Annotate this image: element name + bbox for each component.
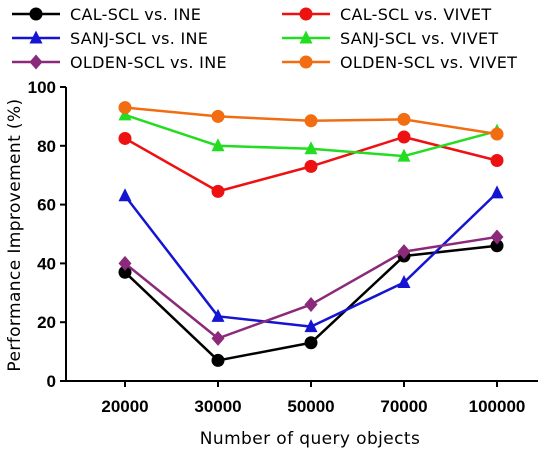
x-tick-label: 50000 bbox=[287, 397, 334, 416]
legend-marker bbox=[299, 7, 313, 21]
x-axis-title: Number of query objects bbox=[200, 429, 420, 449]
data-point bbox=[397, 148, 411, 162]
y-tick-label: 20 bbox=[37, 313, 56, 332]
legend-item: SANJ-SCL vs. VIVET bbox=[282, 29, 499, 48]
y-tick-label: 0 bbox=[47, 372, 56, 391]
data-point bbox=[211, 184, 225, 198]
data-point bbox=[304, 141, 318, 155]
legend-item: SANJ-SCL vs. INE bbox=[12, 29, 208, 48]
y-tick-label: 60 bbox=[37, 196, 56, 215]
series-5 bbox=[118, 101, 504, 141]
legend-label: OLDEN-SCL vs. VIVET bbox=[340, 53, 517, 72]
data-point bbox=[490, 127, 504, 141]
legend-marker bbox=[299, 30, 313, 44]
data-point bbox=[304, 159, 318, 173]
x-tick-label: 100000 bbox=[469, 397, 526, 416]
y-tick-label: 80 bbox=[37, 137, 56, 156]
data-point bbox=[118, 188, 132, 202]
data-point bbox=[397, 275, 411, 289]
data-point bbox=[211, 109, 225, 123]
y-axis-title: Performance Improvement (%) bbox=[5, 98, 25, 371]
data-point bbox=[304, 297, 318, 313]
data-point bbox=[397, 112, 411, 126]
legend-marker bbox=[29, 30, 43, 44]
legend-item: OLDEN-SCL vs. INE bbox=[12, 53, 227, 72]
legend-marker bbox=[29, 7, 43, 21]
data-point bbox=[490, 239, 504, 253]
legend-item: CAL-SCL vs. INE bbox=[12, 5, 201, 24]
series-2 bbox=[118, 229, 504, 346]
legend-marker bbox=[29, 54, 43, 70]
data-point bbox=[211, 138, 225, 152]
data-point bbox=[397, 130, 411, 144]
legend-label: SANJ-SCL vs. VIVET bbox=[340, 29, 499, 48]
data-point bbox=[490, 185, 504, 199]
series-1 bbox=[118, 185, 504, 333]
data-point bbox=[211, 330, 225, 346]
data-point bbox=[118, 265, 132, 279]
data-point bbox=[118, 131, 132, 145]
data-point bbox=[304, 336, 318, 350]
legend-label: OLDEN-SCL vs. INE bbox=[70, 53, 227, 72]
legend-item: CAL-SCL vs. VIVET bbox=[282, 5, 491, 24]
legend-label: CAL-SCL vs. INE bbox=[70, 5, 201, 24]
legend-label: SANJ-SCL vs. INE bbox=[70, 29, 208, 48]
plot-area bbox=[118, 101, 504, 367]
legend-marker bbox=[299, 55, 313, 69]
data-point bbox=[118, 255, 132, 271]
data-point bbox=[304, 319, 318, 333]
data-point bbox=[118, 101, 132, 115]
series-3 bbox=[118, 130, 504, 198]
x-tick-label: 30000 bbox=[194, 397, 241, 416]
x-tick-label: 70000 bbox=[380, 397, 427, 416]
y-tick-label: 40 bbox=[37, 254, 56, 273]
legend-item: OLDEN-SCL vs. VIVET bbox=[282, 53, 517, 72]
data-point bbox=[397, 244, 411, 260]
y-tick-label: 100 bbox=[28, 78, 56, 97]
axes: 0 20 40 60 80 100 20000 30000 50000 70000 100000 bbox=[28, 78, 538, 416]
data-point bbox=[211, 353, 225, 367]
data-point bbox=[304, 114, 318, 128]
legend-label: CAL-SCL vs. VIVET bbox=[340, 5, 491, 24]
x-tick-label: 20000 bbox=[101, 397, 148, 416]
data-point bbox=[211, 308, 225, 322]
legend: CAL-SCL vs. INE SANJ-SCL vs. INE OLDEN-SCL… bbox=[12, 5, 517, 72]
data-point bbox=[490, 154, 504, 167]
data-point bbox=[490, 229, 504, 245]
